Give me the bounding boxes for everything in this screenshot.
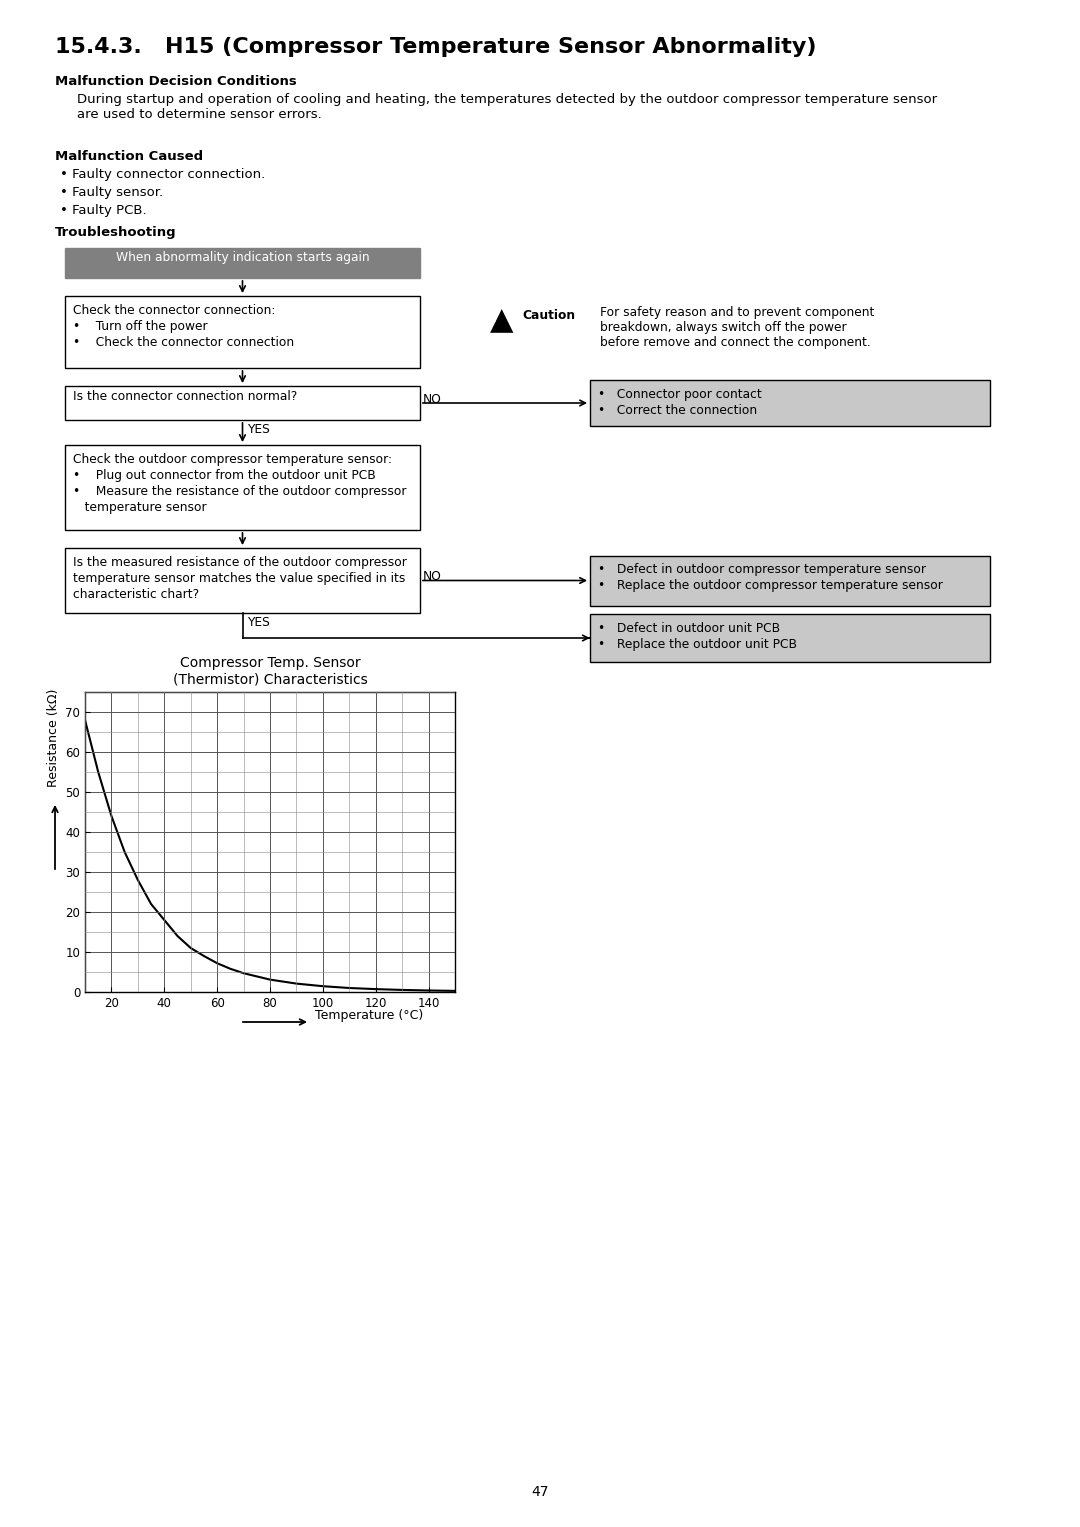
Text: During startup and operation of cooling and heating, the temperatures detected b: During startup and operation of cooling … [77, 93, 937, 121]
Bar [65, 386, 420, 420]
Text: temperature sensor: temperature sensor [73, 501, 206, 515]
Title: Compressor Temp. Sensor
(Thermistor) Characteristics: Compressor Temp. Sensor (Thermistor) Cha… [173, 657, 367, 687]
Text: !: ! [491, 312, 498, 325]
Text: •   Defect in outdoor compressor temperature sensor: • Defect in outdoor compressor temperatu… [598, 563, 926, 577]
Text: • Faulty PCB.: • Faulty PCB. [60, 205, 147, 217]
Text: Is the measured resistance of the outdoor compressor: Is the measured resistance of the outdoo… [73, 556, 407, 570]
Text: Caution: Caution [522, 308, 576, 322]
Bar [65, 548, 420, 612]
Text: 15.4.3.   H15 (Compressor Temperature Sensor Abnormality): 15.4.3. H15 (Compressor Temperature Sens… [55, 37, 816, 56]
Text: Malfunction Caused: Malfunction Caused [55, 150, 203, 163]
Text: • Faulty sensor.: • Faulty sensor. [60, 186, 163, 199]
Text: NO: NO [423, 392, 442, 406]
Text: When abnormality indication starts again: When abnormality indication starts again [116, 252, 369, 264]
Text: For safety reason and to prevent component: For safety reason and to prevent compone… [600, 305, 875, 319]
Text: •    Measure the resistance of the outdoor compressor: • Measure the resistance of the outdoor … [73, 486, 406, 498]
Text: •    Plug out connector from the outdoor unit PCB: • Plug out connector from the outdoor un… [73, 469, 376, 483]
Text: temperature sensor matches the value specified in its: temperature sensor matches the value spe… [73, 573, 405, 585]
Text: breakdown, always switch off the power: breakdown, always switch off the power [600, 321, 847, 334]
Text: NO: NO [423, 571, 442, 583]
Text: • Faulty connector connection.: • Faulty connector connection. [60, 168, 266, 182]
Text: •   Defect in outdoor unit PCB: • Defect in outdoor unit PCB [598, 621, 780, 635]
Text: characteristic chart?: characteristic chart? [73, 588, 199, 602]
Text: ▲: ▲ [490, 305, 513, 334]
Text: before remove and connect the component.: before remove and connect the component. [600, 336, 870, 350]
Bar [65, 296, 420, 368]
Bar [65, 247, 420, 278]
Text: •   Replace the outdoor unit PCB: • Replace the outdoor unit PCB [598, 638, 797, 651]
Text: 47: 47 [531, 1484, 549, 1500]
Text: •   Connector poor contact: • Connector poor contact [598, 388, 761, 402]
Text: YES: YES [247, 423, 270, 437]
Text: •    Check the connector connection: • Check the connector connection [73, 336, 294, 350]
Text: Resistance (kΩ): Resistance (kΩ) [46, 689, 59, 786]
Bar [590, 556, 990, 606]
Text: Check the outdoor compressor temperature sensor:: Check the outdoor compressor temperature… [73, 454, 392, 466]
Text: •   Correct the connection: • Correct the connection [598, 405, 757, 417]
Text: Temperature (°C): Temperature (°C) [315, 1009, 423, 1023]
Text: Is the connector connection normal?: Is the connector connection normal? [73, 391, 297, 403]
Text: •   Replace the outdoor compressor temperature sensor: • Replace the outdoor compressor tempera… [598, 580, 943, 592]
Bar [590, 614, 990, 663]
Bar [65, 444, 420, 530]
Bar [590, 380, 990, 426]
Text: •    Turn off the power: • Turn off the power [73, 321, 207, 333]
Text: Malfunction Decision Conditions: Malfunction Decision Conditions [55, 75, 297, 89]
Text: YES: YES [247, 615, 270, 629]
Text: Troubleshooting: Troubleshooting [55, 226, 177, 240]
Text: Check the connector connection:: Check the connector connection: [73, 304, 275, 318]
